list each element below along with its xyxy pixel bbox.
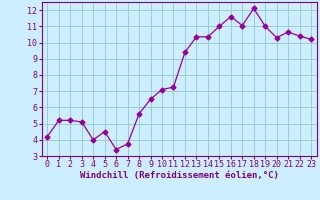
X-axis label: Windchill (Refroidissement éolien,°C): Windchill (Refroidissement éolien,°C) [80,171,279,180]
